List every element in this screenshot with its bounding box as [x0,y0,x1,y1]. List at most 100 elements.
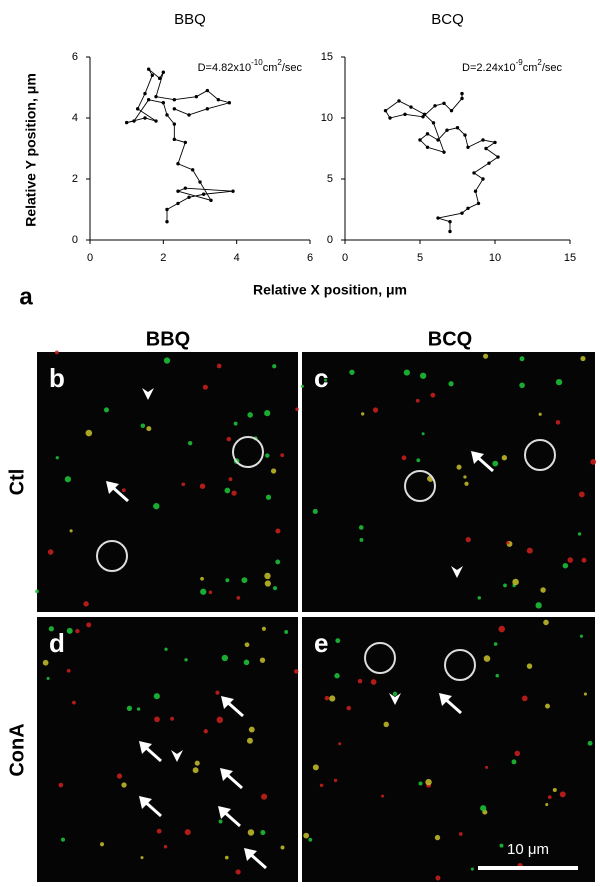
fluorescent-spot [200,588,207,595]
trajectory-point [425,145,430,149]
fluorescent-spot [265,494,272,500]
trajectory-point [154,94,158,99]
fluorescent-spot [335,638,341,644]
fluorescent-spot [216,716,224,724]
fluorescent-spot [293,669,299,674]
trajectory-point [418,138,422,142]
fluorescent-spot [153,693,160,700]
trajectory-point [397,99,401,103]
fluorescent-spot [434,834,441,841]
fluorescent-spot [231,490,237,496]
fluorescent-spot [577,532,582,536]
x-tick-label: 0 [87,252,93,264]
trajectory-point [154,119,158,123]
fluorescent-spot [236,596,241,600]
x-tick-label: 15 [564,252,576,264]
fluorescent-spot [465,537,471,543]
fluorescent-spot [579,634,584,638]
trajectory-point [187,113,191,117]
trajectory-point [383,108,388,113]
trajectory-point [165,113,169,117]
trajectory-point [143,116,147,120]
fluorescent-spot [587,740,593,746]
fluorescent-spot [300,384,304,388]
micrograph [302,617,595,882]
fluorescent-spot [580,355,586,362]
x-tick-label: 4 [234,252,240,264]
fluorescent-spot [430,392,436,398]
trajectory-point [205,88,210,93]
fluorescent-spot [295,407,299,411]
trajectory-point [146,98,151,102]
fluorescent-spot [164,647,168,651]
trajectory-point [473,189,478,193]
fluorescent-spot [192,767,199,774]
trajectory-point [484,146,488,151]
trajectory-point [161,101,166,105]
x-tick-label: 6 [307,252,313,264]
column-header: BCQ [428,328,472,350]
fluorescent-spot [358,525,364,530]
fluorescent-spot [259,657,266,663]
fluorescent-spot [383,721,389,728]
fluorescent-spot [154,716,160,723]
highlight-ring [524,439,556,471]
fluorescent-spot [66,668,71,673]
fluorescent-spot [526,547,533,554]
arrow-head [439,693,452,706]
fluorescent-spot [552,787,557,793]
fluorescent-spot [280,453,285,458]
fluorescent-spot [483,655,491,662]
y-tick-label: 0 [327,234,333,246]
fluorescent-spot [483,353,489,359]
trajectory [384,93,499,232]
fluorescent-spot [66,627,73,634]
fluorescent-spot [521,695,528,702]
fluorescent-spot [225,578,230,583]
fluorescent-spot [392,691,398,696]
fluorescent-spot [324,378,328,382]
fluorescent-spot [140,423,146,428]
fluorescent-spot [83,601,89,607]
arrow-head [471,451,484,464]
arrow-head [218,806,231,819]
arrow-head [106,481,119,494]
fluorescent-spot [247,412,253,418]
fluorescent-spot [265,453,270,458]
fluorescent-spot [126,705,133,711]
trajectory-point [442,150,446,154]
micrograph [37,617,298,882]
fluorescent-spot [338,742,342,746]
fluorescent-spot [493,642,498,646]
fluorescent-spot [136,707,141,711]
fluorescent-spot [248,726,255,733]
trajectory-point [172,98,177,102]
fluorescent-spot [224,855,229,860]
annotation: D=2.24x10-9cm2/sec [462,58,562,74]
fluorescent-spot [329,695,336,702]
fluorescent-spot [583,692,587,696]
annotation-part: 2 [537,58,542,67]
fluorescent-spot [224,487,231,494]
column-header: BBQ [146,328,190,350]
x-tick-label: 5 [417,252,423,264]
trajectory-point [455,126,460,130]
fluorescent-spot [170,716,175,721]
fluorescent-spot [215,690,220,695]
fluorescent-spot [140,856,144,860]
fluorescent-spot [202,384,208,390]
fluorescent-spot [480,805,487,812]
panel-label: a [19,283,33,310]
fluorescent-spot [512,578,519,586]
fluorescent-spot [280,845,285,850]
fluorescent-spot [47,549,54,555]
fluorescent-spot [526,663,533,669]
y-tick-label: 0 [72,234,78,246]
trajectory-point [436,138,440,142]
fluorescent-spot [485,765,489,769]
fluorescent-spot [514,750,521,757]
fluorescent-spot [567,557,574,563]
fluorescent-spot [545,803,549,807]
y-tick-label: 4 [72,112,78,124]
arrowhead-marker [142,388,154,400]
